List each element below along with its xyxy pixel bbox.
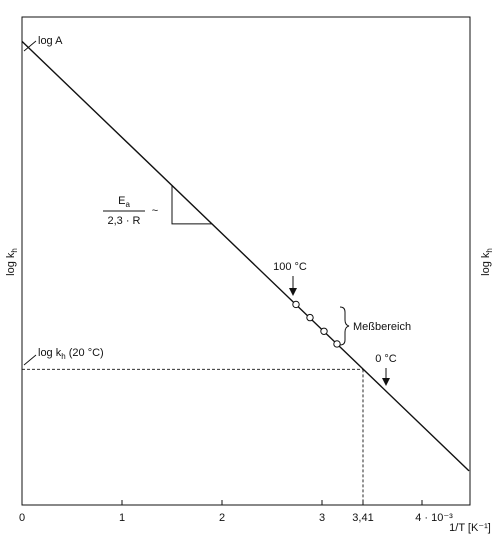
- x-tick-label: 3: [319, 512, 325, 524]
- x-tick-label: 0: [19, 512, 25, 524]
- x-axis-label: 1/T [K⁻¹]: [449, 522, 491, 534]
- measured-points: [292, 300, 341, 348]
- slope-numerator: Ea: [118, 195, 130, 209]
- measured-point: [306, 313, 314, 322]
- y-axis-label-right: log kh: [480, 248, 494, 276]
- temp-low-label: 0 °C: [375, 353, 397, 365]
- measured-point: [333, 340, 341, 348]
- x-tick-label: 4 · 10⁻³: [415, 512, 453, 524]
- range-label: Meßbereich: [353, 321, 411, 333]
- intercept-label: log A: [38, 35, 63, 47]
- slope-triangle: [171, 185, 212, 225]
- ref-level-leader: [23, 354, 37, 366]
- slope-denominator: 2,3 · R: [107, 215, 140, 227]
- x-tick-label: 2: [219, 512, 225, 524]
- x-tick-label: 1: [119, 512, 125, 524]
- plot-frame: [21, 16, 471, 506]
- x-ticks: 0 1 2 3 3,41 4 · 10⁻³: [19, 500, 453, 524]
- measured-point: [292, 300, 300, 309]
- intercept-leader: [23, 40, 37, 52]
- slope-tilde: ~: [152, 205, 158, 217]
- temp-high-label: 100 °C: [273, 261, 307, 273]
- series-line: [21, 40, 470, 472]
- ref-level-label: log kh (20 °C): [38, 347, 104, 361]
- x-tick-label: 3,41: [352, 512, 373, 524]
- range-brace: [339, 306, 350, 346]
- measured-point: [320, 327, 328, 335]
- y-axis-label-left: log kh: [5, 248, 19, 276]
